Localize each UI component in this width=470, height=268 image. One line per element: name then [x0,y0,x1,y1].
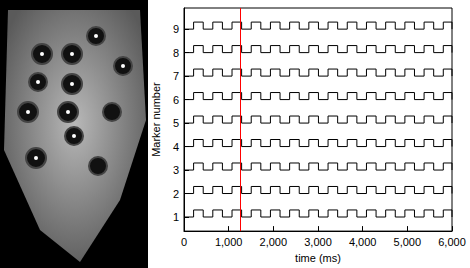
svg-text:4: 4 [173,141,179,153]
svg-text:6: 6 [173,94,179,106]
svg-text:2: 2 [173,188,179,200]
svg-text:2,000: 2,000 [260,236,288,248]
svg-text:5,000: 5,000 [394,236,422,248]
svg-text:7: 7 [173,70,179,82]
svg-text:5: 5 [173,117,179,129]
svg-text:0: 0 [181,236,187,248]
svg-text:1: 1 [173,211,179,223]
svg-text:3,000: 3,000 [304,236,332,248]
svg-text:Marker number: Marker number [150,82,162,157]
svg-text:9: 9 [173,23,179,35]
svg-text:3: 3 [173,164,179,176]
svg-text:time (ms): time (ms) [295,252,341,264]
svg-text:8: 8 [173,47,179,59]
svg-text:1,000: 1,000 [215,236,243,248]
svg-text:4,000: 4,000 [349,236,377,248]
svg-text:6,000: 6,000 [438,236,466,248]
